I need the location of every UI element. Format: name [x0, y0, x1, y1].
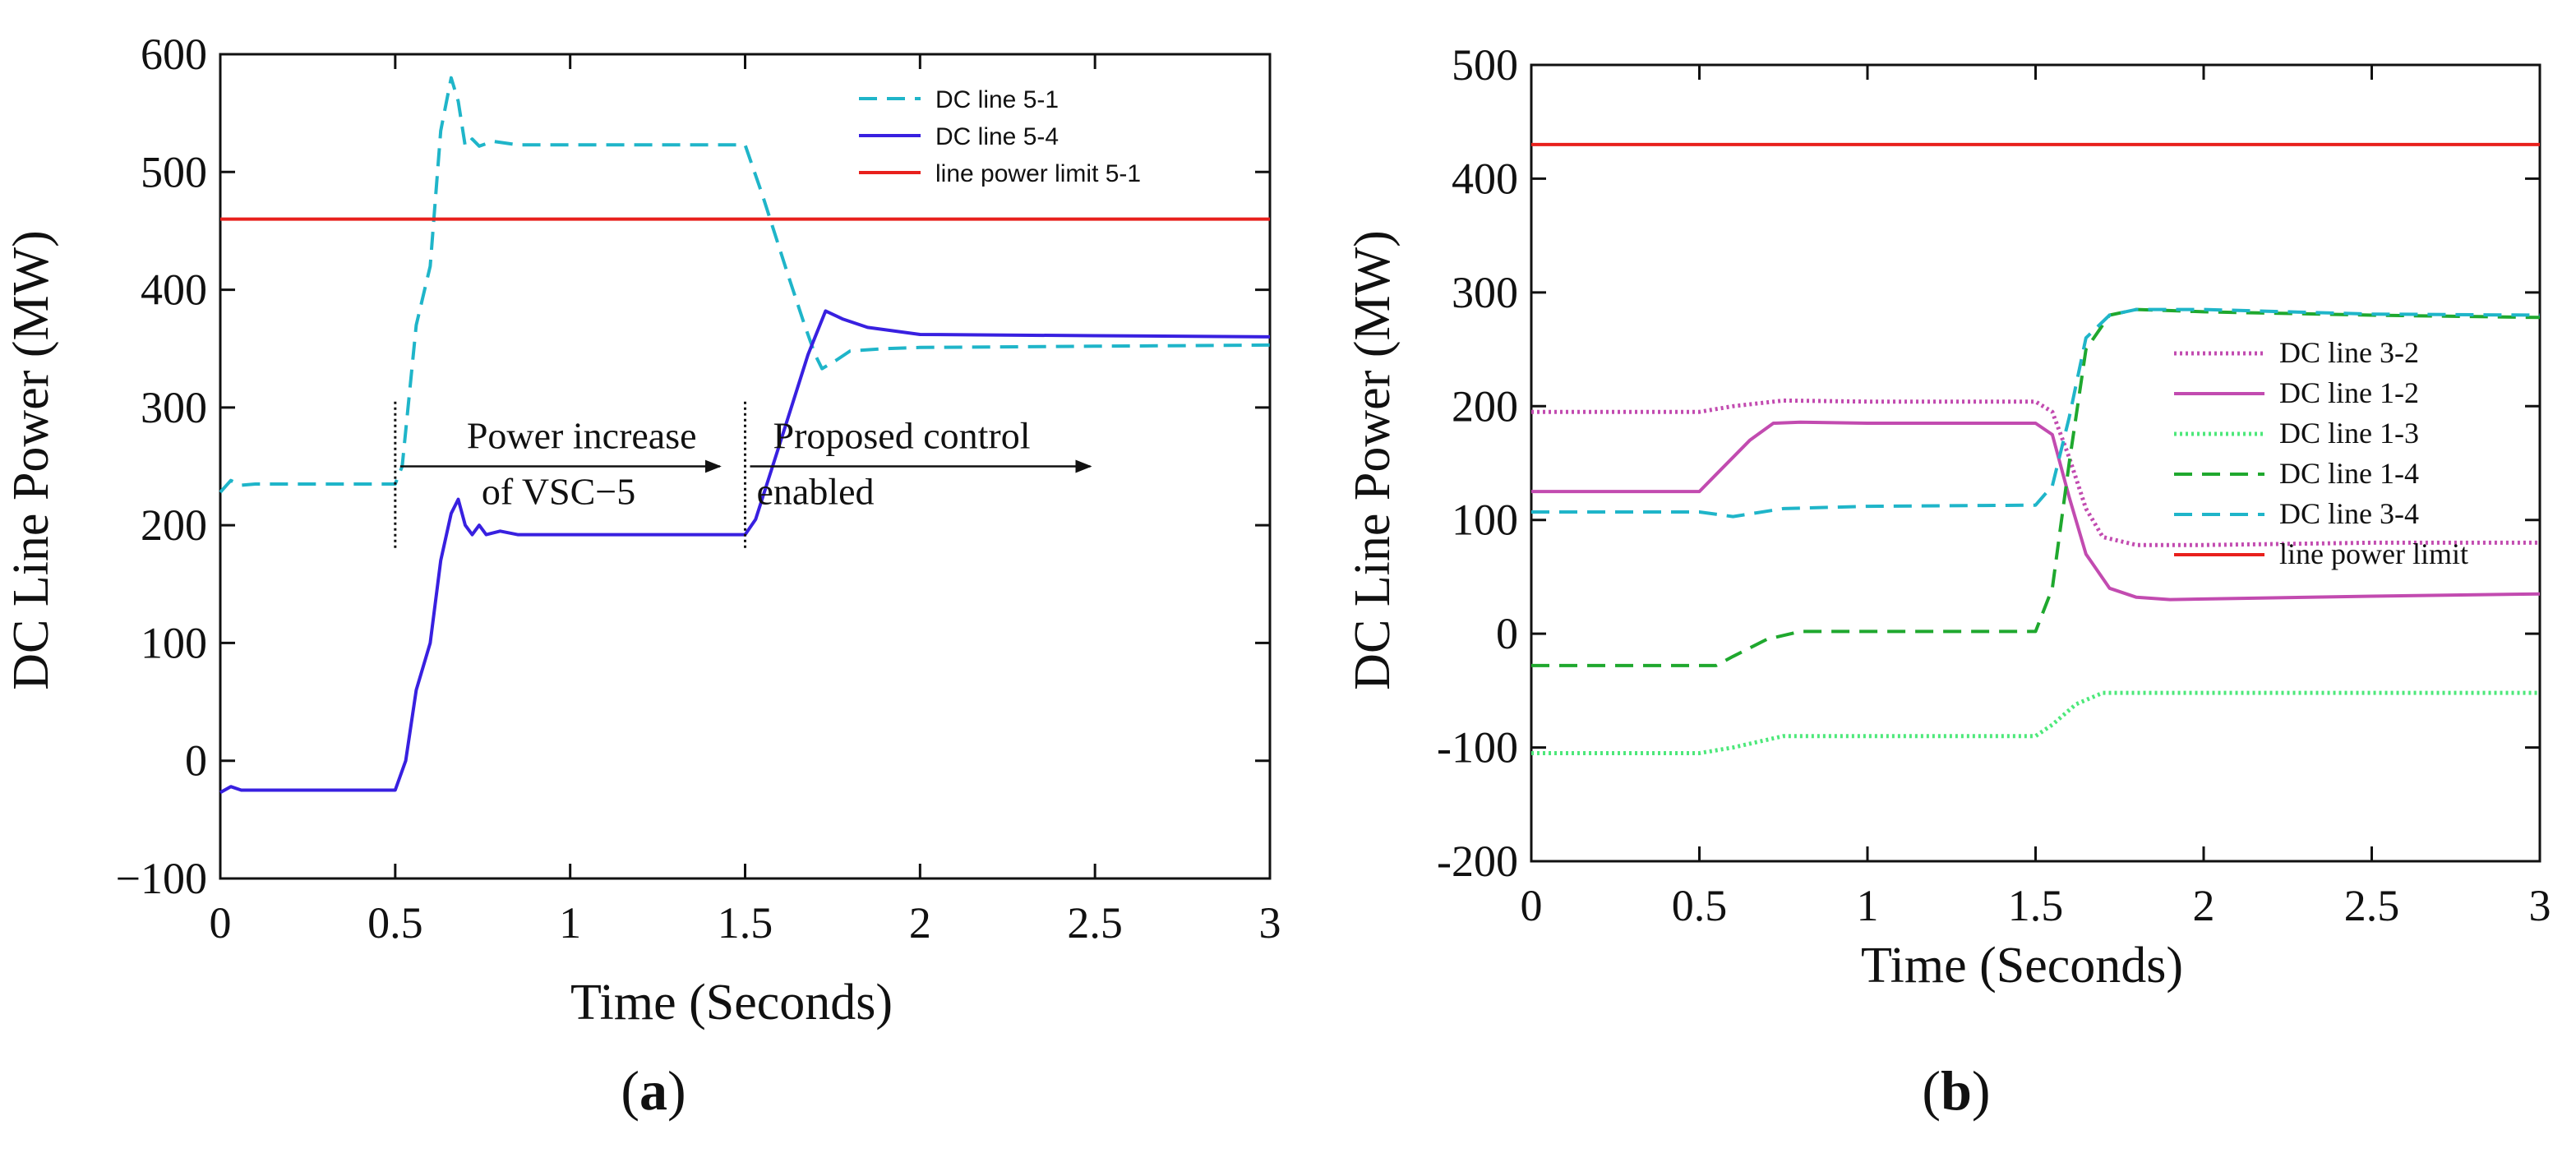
legend-label: DC line 5-1 — [935, 86, 1059, 113]
y-tick-label: 200 — [1452, 381, 1518, 431]
series-line-dc-line-1-2 — [1531, 420, 2541, 602]
y-tick-label: 400 — [141, 265, 207, 315]
legend-label: DC line 1-2 — [2279, 376, 2419, 409]
x-tick-label: 1.5 — [2008, 881, 2064, 930]
x-tick-label: 3 — [1259, 898, 1281, 948]
y-tick-label: 400 — [1452, 154, 1518, 203]
legend-label: DC line 3-2 — [2279, 336, 2419, 369]
y-tick-label: 300 — [1452, 268, 1518, 317]
panel-caption: (b) — [1922, 1059, 1990, 1122]
x-tick-label: 0.5 — [1672, 881, 1728, 930]
x-tick-label: 2 — [2193, 881, 2215, 930]
x-tick-label: 1 — [559, 898, 581, 948]
y-tick-label: 600 — [141, 30, 207, 79]
annotation-text: enabled — [757, 471, 875, 513]
x-tick-label: 1 — [1857, 881, 1879, 930]
annotation-text: of VSC−5 — [482, 471, 635, 513]
x-tick-label: 2.5 — [2344, 881, 2400, 930]
panel-letter: a — [639, 1059, 667, 1122]
x-axis-label: Time (Seconds) — [570, 975, 893, 1031]
series-line-dc-line-5-1 — [219, 76, 1271, 494]
legend-label: DC line 5-4 — [935, 123, 1059, 150]
series-line-dc-line-5-4 — [219, 309, 1271, 795]
x-tick-label: 1.5 — [718, 898, 773, 948]
y-tick-label: 300 — [141, 383, 207, 432]
x-tick-label: 2 — [909, 898, 931, 948]
annotation-text: Proposed control — [773, 415, 1031, 457]
y-tick-label: 0 — [185, 736, 207, 786]
legend-label: DC line 3-4 — [2279, 497, 2419, 530]
series-line-dc-line-1-3 — [1531, 690, 2540, 755]
x-axis-label: Time (Seconds) — [1861, 938, 2183, 994]
y-tick-label: 500 — [141, 147, 207, 196]
y-tick-label: 0 — [1496, 609, 1518, 658]
legend-label: DC line 1-3 — [2279, 417, 2419, 450]
annotation-text: Power increase — [467, 415, 697, 457]
x-tick-label: 0 — [210, 898, 232, 948]
legend-label: DC line 1-4 — [2279, 457, 2419, 490]
legend-label: line power limit — [2279, 537, 2468, 570]
y-tick-label: 100 — [1452, 496, 1518, 545]
series-line-dc-line-3-4 — [1531, 307, 2541, 519]
legend-label: line power limit 5-1 — [935, 160, 1141, 187]
panel-caption: (a) — [621, 1059, 686, 1122]
y-axis-label: DC Line Power (MW) — [3, 230, 59, 690]
y-tick-label: 100 — [141, 618, 207, 667]
y-tick-label: -100 — [1437, 723, 1518, 772]
y-tick-label: −100 — [116, 854, 207, 903]
y-axis-label: DC Line Power (MW) — [1345, 230, 1401, 690]
y-tick-label: 500 — [1452, 40, 1518, 90]
x-tick-label: 0 — [1521, 881, 1543, 930]
y-tick-label: 200 — [141, 500, 207, 550]
series-line-dc-line-3-2 — [1531, 398, 2540, 547]
x-tick-label: 0.5 — [367, 898, 423, 948]
x-tick-label: 3 — [2529, 881, 2551, 930]
y-tick-label: -200 — [1437, 837, 1518, 886]
x-tick-label: 2.5 — [1067, 898, 1123, 948]
panel-letter: b — [1941, 1059, 1972, 1122]
